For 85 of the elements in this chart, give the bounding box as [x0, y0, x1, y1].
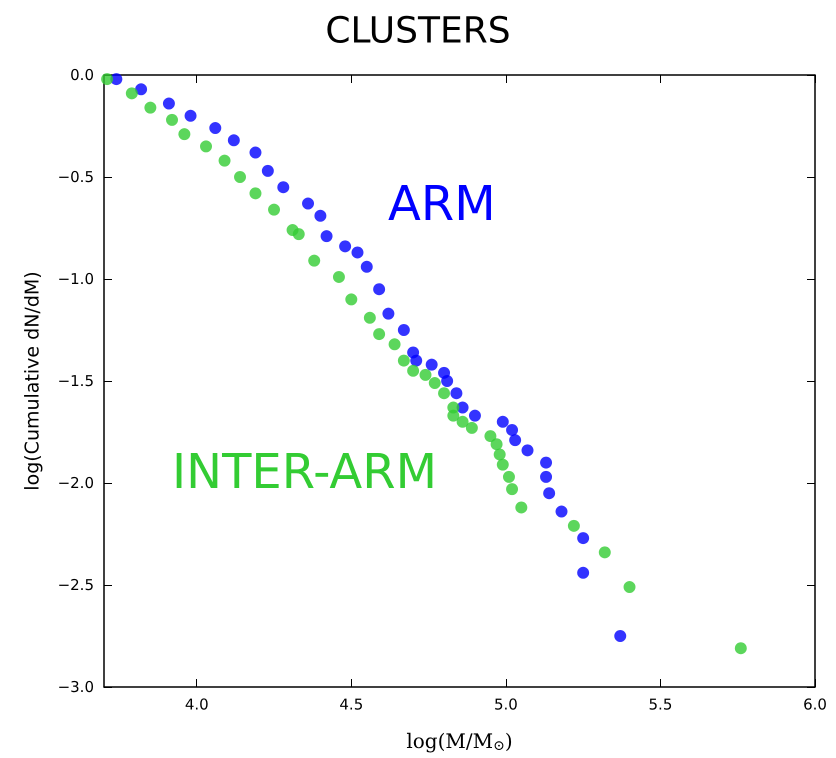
point: [447, 410, 460, 422]
point: [484, 430, 496, 442]
point: [262, 164, 274, 177]
chart-title: CLUSTERS: [325, 10, 511, 52]
x-tick-label: 6.0: [803, 696, 827, 714]
x-axis-title: log(M/M⊙): [406, 729, 513, 754]
point: [522, 444, 534, 456]
point: [364, 312, 376, 324]
point: [450, 387, 462, 400]
point: [314, 210, 326, 222]
point: [166, 114, 178, 126]
point: [509, 434, 522, 446]
series-label: INTER-ARM: [172, 444, 437, 500]
point: [178, 128, 190, 140]
y-tick-label: −3.0: [58, 678, 94, 696]
point: [382, 308, 394, 320]
point: [410, 354, 422, 367]
point: [249, 187, 262, 200]
point: [506, 483, 518, 496]
point: [332, 270, 345, 283]
point: [598, 546, 611, 558]
point: [540, 470, 552, 483]
point: [249, 146, 262, 159]
point: [352, 246, 364, 258]
point: [577, 566, 590, 579]
point: [540, 456, 552, 469]
y-tick-label: −1.5: [58, 372, 94, 390]
point: [496, 458, 509, 471]
y-tick-label: −0.5: [58, 168, 94, 186]
point: [373, 328, 386, 340]
point: [441, 375, 454, 387]
point: [556, 506, 568, 518]
point: [126, 87, 138, 100]
point: [577, 532, 590, 544]
x-tick-label: 4.5: [339, 696, 364, 714]
y-tick-label: 0.0: [70, 66, 94, 84]
point: [209, 122, 222, 134]
x-tick-label: 4.0: [184, 696, 209, 714]
point: [496, 416, 509, 428]
point: [398, 354, 410, 367]
point: [345, 293, 358, 306]
y-tick-label: −2.0: [58, 474, 94, 492]
point: [468, 410, 481, 422]
point: [466, 422, 478, 434]
point: [277, 181, 290, 194]
point: [624, 581, 636, 594]
point: [373, 283, 386, 296]
point: [614, 630, 626, 642]
point: [407, 364, 420, 377]
point: [144, 102, 156, 114]
point: [135, 83, 148, 96]
point: [339, 240, 352, 252]
point: [543, 487, 556, 500]
point: [734, 642, 747, 654]
point: [302, 198, 314, 210]
point: [308, 254, 320, 267]
point: [438, 387, 450, 400]
y-tick-label: −2.5: [58, 576, 94, 594]
point: [388, 338, 401, 350]
series-label: ARM: [388, 176, 496, 232]
x-tick-label: 5.5: [648, 696, 672, 714]
y-axis-title: log(Cumulative dN/dM): [22, 271, 44, 491]
point: [506, 424, 518, 436]
point: [420, 368, 432, 381]
point: [320, 230, 333, 242]
x-tick-label: 5.0: [494, 696, 518, 714]
point: [426, 358, 438, 371]
point: [200, 140, 212, 152]
point: [490, 438, 503, 450]
point: [162, 98, 175, 110]
point: [234, 171, 246, 183]
point: [360, 260, 373, 273]
point: [268, 204, 280, 216]
point: [494, 448, 506, 460]
point: [184, 110, 197, 122]
point: [398, 324, 410, 336]
y-tick-label: −1.0: [58, 270, 94, 288]
point: [218, 154, 231, 167]
point: [515, 501, 528, 514]
point: [292, 228, 305, 240]
point: [228, 134, 240, 146]
point: [568, 520, 580, 532]
point: [428, 377, 441, 390]
point: [456, 416, 469, 428]
point: [502, 470, 515, 483]
